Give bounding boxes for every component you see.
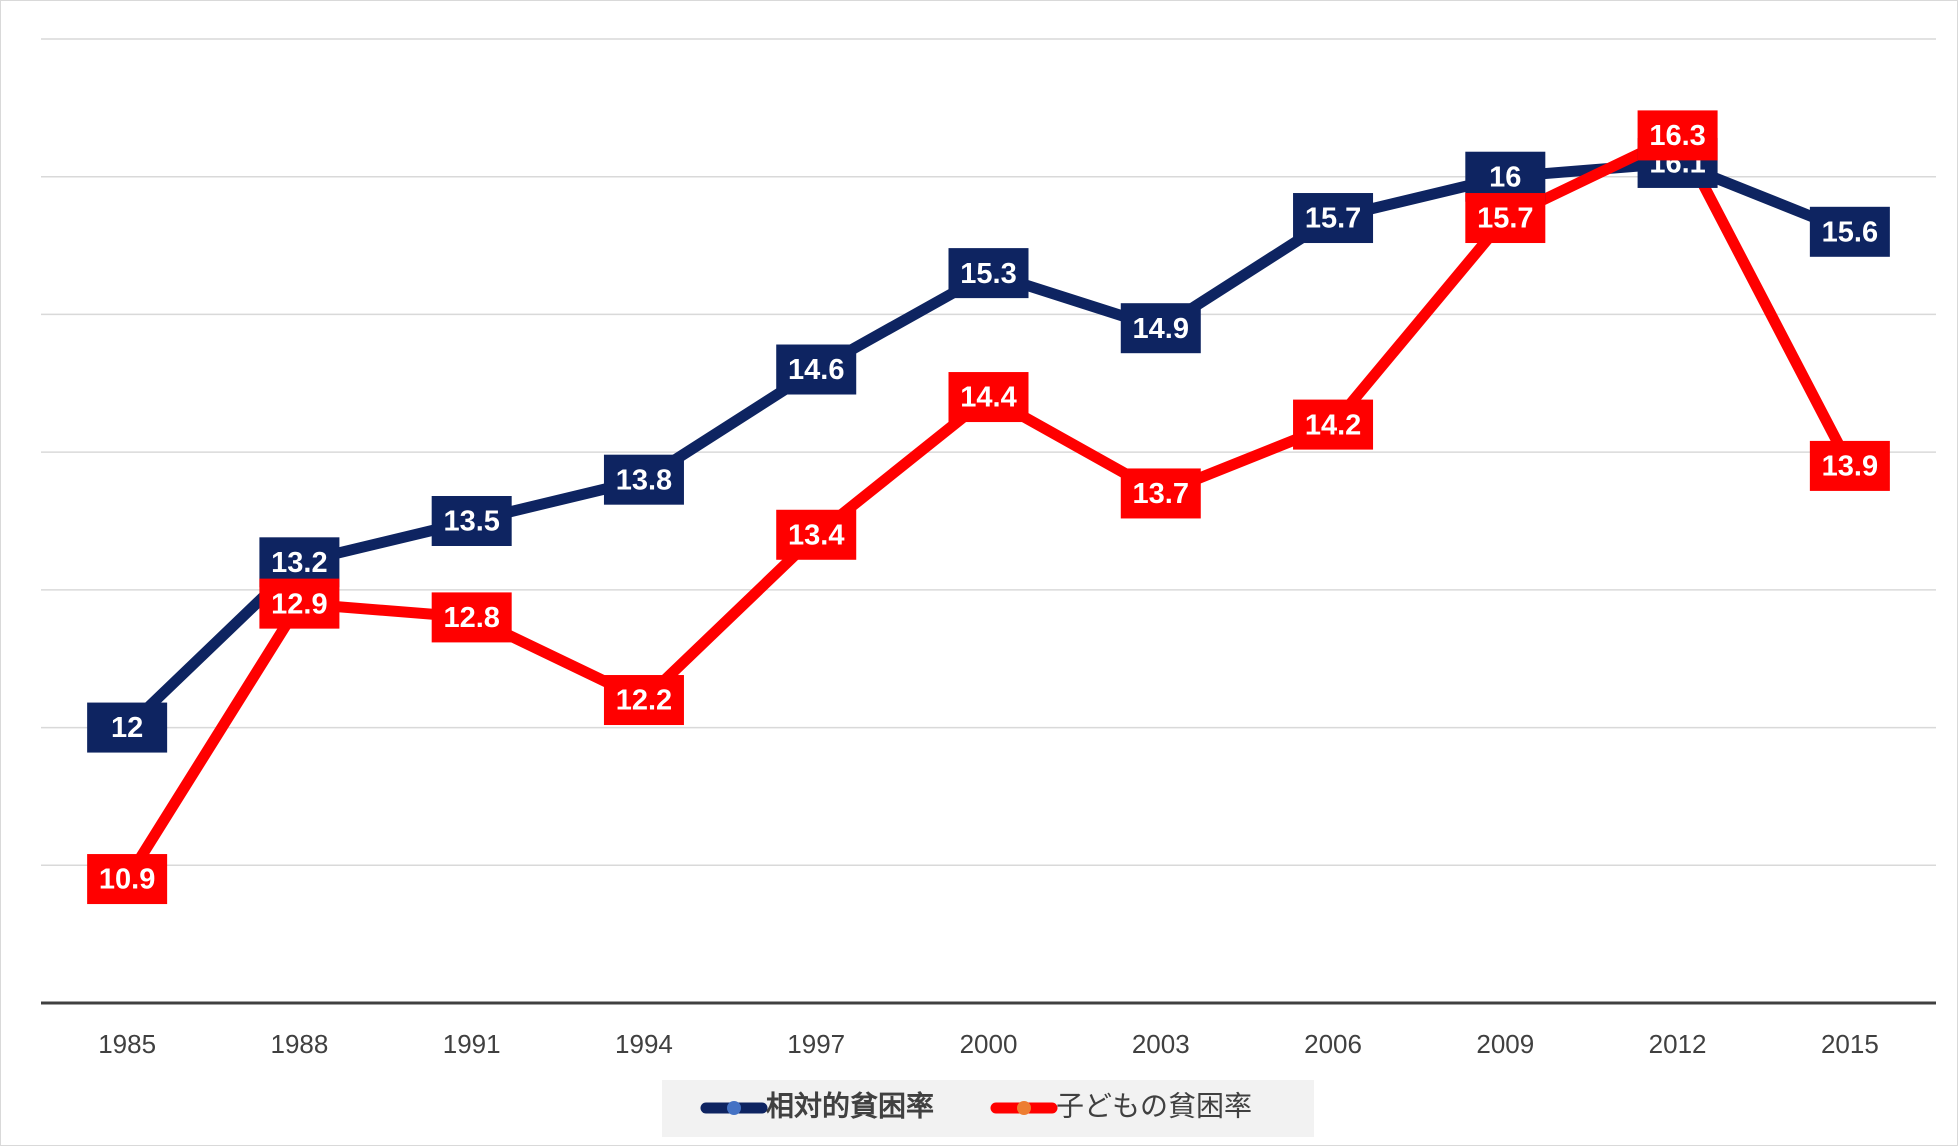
data-label-box bbox=[1293, 399, 1374, 450]
data-label: 13.2 bbox=[271, 547, 327, 579]
data-label: 16.3 bbox=[1649, 120, 1705, 152]
data-label: 15.7 bbox=[1477, 203, 1533, 235]
data-label-box bbox=[948, 372, 1029, 423]
x-tick-label: 1988 bbox=[270, 1029, 328, 1059]
x-tick-label: 2012 bbox=[1649, 1029, 1707, 1059]
data-label: 12.9 bbox=[271, 588, 327, 620]
data-label: 13.9 bbox=[1822, 451, 1878, 483]
data-label-box bbox=[87, 854, 168, 905]
data-label-box bbox=[259, 578, 340, 629]
data-label-box bbox=[776, 509, 857, 560]
data-label: 15.7 bbox=[1305, 203, 1361, 235]
data-label: 15.3 bbox=[960, 258, 1016, 290]
data-label: 13.4 bbox=[788, 519, 844, 551]
data-label: 13.7 bbox=[1133, 478, 1189, 510]
x-tick-label: 2000 bbox=[960, 1029, 1018, 1059]
data-label: 12.8 bbox=[443, 602, 499, 634]
data-label-box bbox=[1637, 110, 1718, 161]
data-label-box bbox=[948, 248, 1029, 299]
data-label-box bbox=[1120, 468, 1201, 519]
legend-box bbox=[662, 1080, 1314, 1137]
x-tick-label: 2009 bbox=[1476, 1029, 1534, 1059]
data-label: 14.2 bbox=[1305, 409, 1361, 441]
data-label-box bbox=[1293, 193, 1374, 244]
legend-dot bbox=[727, 1101, 741, 1115]
x-tick-label: 1985 bbox=[98, 1029, 156, 1059]
data-label-box bbox=[431, 496, 512, 546]
data-label: 14.6 bbox=[788, 354, 844, 386]
legend-label: 子どもの貧困率 bbox=[1056, 1090, 1252, 1121]
data-label: 16 bbox=[1489, 161, 1521, 193]
data-label: 12 bbox=[111, 712, 143, 744]
data-label-box bbox=[431, 592, 512, 643]
x-tick-label: 1994 bbox=[615, 1029, 673, 1059]
data-label-box bbox=[1465, 193, 1546, 244]
data-label-box bbox=[1809, 206, 1890, 257]
data-label-box bbox=[776, 344, 857, 395]
x-tick-label: 2006 bbox=[1304, 1029, 1362, 1059]
x-tick-label: 2015 bbox=[1821, 1029, 1879, 1059]
data-label-box bbox=[1120, 303, 1201, 354]
data-label: 13.8 bbox=[616, 464, 672, 496]
x-tick-label: 1991 bbox=[443, 1029, 501, 1059]
x-tick-label: 1997 bbox=[787, 1029, 845, 1059]
legend-dot bbox=[1017, 1101, 1031, 1115]
data-label-box bbox=[1809, 440, 1890, 491]
data-label: 14.4 bbox=[960, 382, 1016, 414]
data-label: 13.5 bbox=[443, 506, 499, 538]
data-label: 10.9 bbox=[99, 864, 155, 896]
data-label-box bbox=[603, 454, 684, 505]
data-label: 12.2 bbox=[616, 685, 672, 717]
data-label: 14.9 bbox=[1133, 313, 1189, 345]
legend-label: 相対的貧困率 bbox=[766, 1089, 934, 1121]
data-label-box bbox=[87, 702, 168, 753]
x-tick-label: 2003 bbox=[1132, 1029, 1190, 1059]
data-label: 15.6 bbox=[1822, 216, 1878, 248]
data-label-box bbox=[603, 675, 684, 726]
